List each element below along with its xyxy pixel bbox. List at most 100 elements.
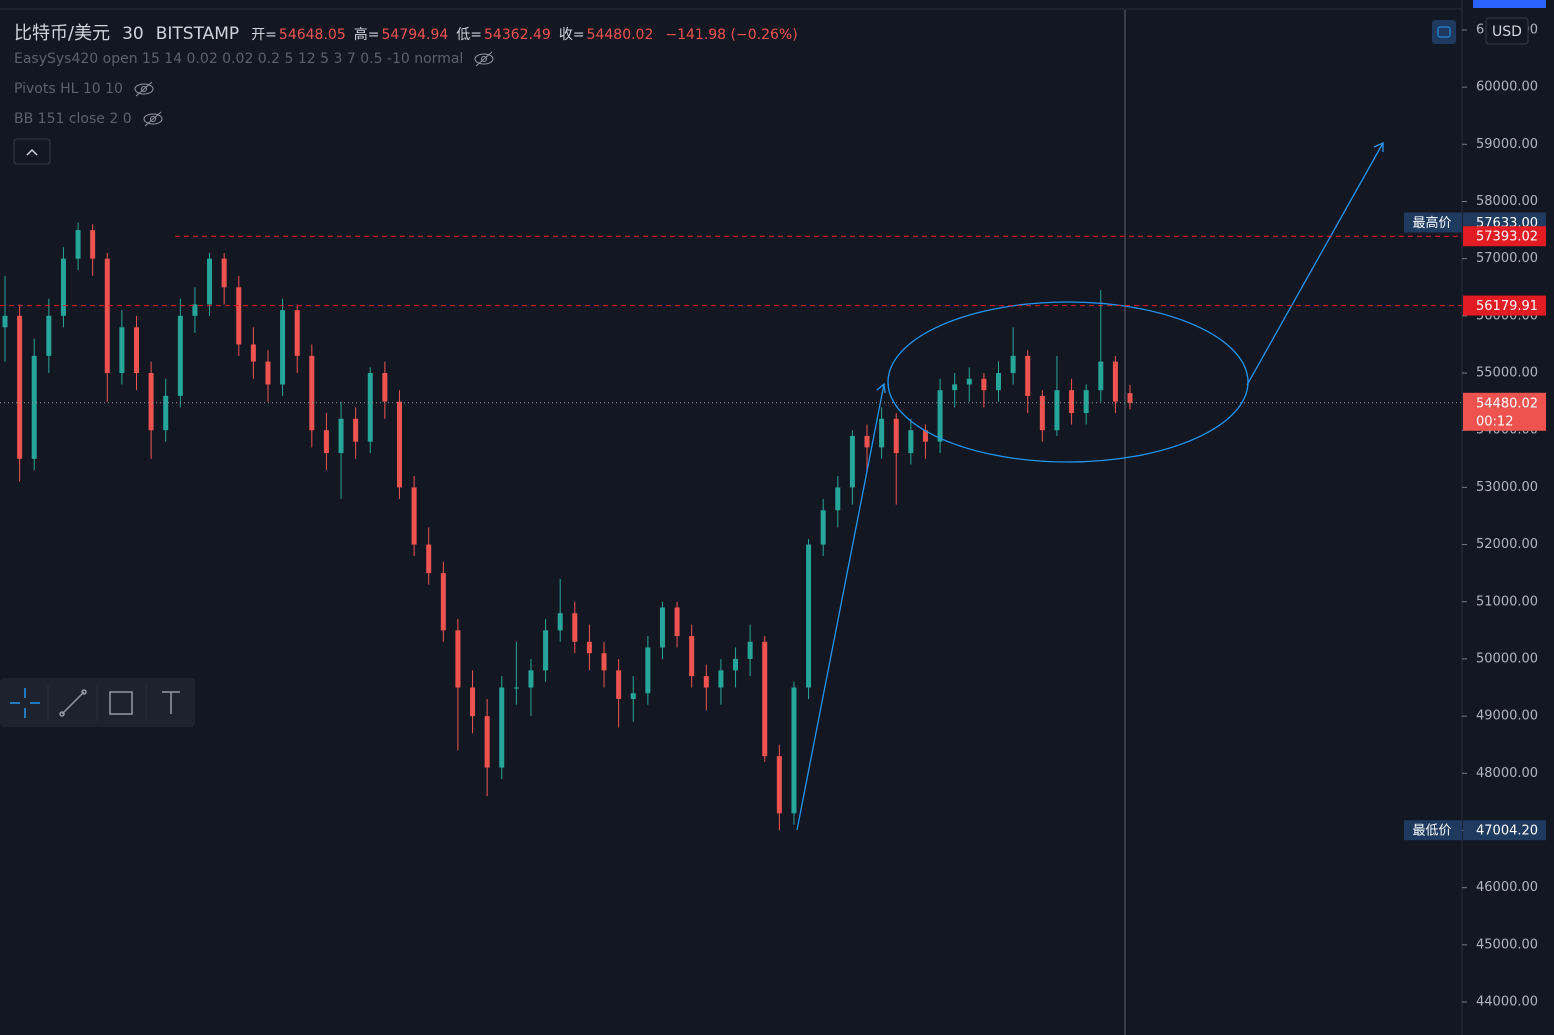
candle-body: [484, 716, 490, 768]
candle-body: [236, 287, 242, 345]
candle-body: [1039, 395, 1045, 431]
price-name: 最低价: [1412, 824, 1451, 839]
header: 比特币/美元 30 BITSTAMP 开= 54648.05 高= 54794.94 低…: [14, 19, 798, 45]
candle-body: [133, 327, 139, 374]
candle-body: [747, 641, 753, 659]
collapse-icon: [26, 148, 38, 156]
candle-body: [46, 315, 52, 356]
crosshair-tool[interactable]: [10, 688, 40, 718]
top-button[interactable]: [1473, 0, 1546, 8]
candle-body: [367, 373, 373, 442]
ohlc-value: 54648.05: [278, 27, 346, 43]
y-tick-label: 52000.00: [1476, 537, 1538, 552]
candle-body: [1083, 390, 1089, 414]
hidden-icon[interactable]: [473, 51, 495, 67]
text-tool[interactable]: [162, 691, 180, 714]
y-tick-label: 46000.00: [1476, 880, 1538, 895]
candle-body: [221, 258, 227, 288]
hidden-icon[interactable]: [133, 81, 155, 97]
exchange: BITSTAMP: [155, 24, 240, 44]
y-tick-label: 45000.00: [1476, 937, 1538, 952]
candle-body: [659, 607, 665, 648]
y-tick-label: 53000.00: [1476, 480, 1538, 495]
candle-body: [513, 687, 519, 689]
candle-body: [411, 487, 417, 545]
ohlc: 开= 54648.05 高= 54794.94 低= 54362.49 收= 54480.02: [245, 24, 653, 44]
candle-body: [835, 487, 841, 511]
rect-tool[interactable]: [109, 691, 133, 715]
line-tool[interactable]: [59, 689, 87, 717]
candle-body: [996, 373, 1002, 391]
settings-icon: [1437, 26, 1451, 38]
candle-body: [90, 230, 96, 259]
ohlc-value: 54794.94: [381, 27, 449, 43]
candle-body: [163, 395, 169, 431]
candle-body: [1098, 361, 1104, 391]
price-label-bg: [1463, 392, 1546, 431]
candle-body: [309, 355, 315, 431]
candle-body: [922, 430, 928, 442]
y-tick-label: 48000.00: [1476, 766, 1538, 781]
settings-button[interactable]: [1432, 20, 1456, 44]
candle-body: [849, 435, 855, 488]
candle-body: [908, 430, 914, 454]
currency-button[interactable]: [1485, 17, 1529, 45]
price-name-bg: [1404, 212, 1462, 233]
price-timer: 00:12: [1476, 414, 1513, 429]
candle-body: [426, 544, 432, 574]
candle-body: [937, 390, 943, 442]
candle-body: [1010, 355, 1016, 374]
collapse-button[interactable]: [13, 138, 51, 165]
candle-body: [499, 687, 505, 768]
candle-body: [952, 384, 958, 391]
candle-body: [353, 418, 359, 442]
candle-body: [762, 641, 768, 757]
candle-body: [148, 373, 154, 431]
interval: 30: [122, 24, 144, 44]
ohlc-key: 高=: [353, 27, 380, 43]
candle-body: [1069, 390, 1075, 414]
y-tick-label: 59000.00: [1476, 137, 1538, 152]
y-tick-label: 49000.00: [1476, 709, 1538, 724]
price-label: 57393.02: [1476, 230, 1538, 245]
y-tick-label: 51000.00: [1476, 594, 1538, 609]
candle-body: [791, 687, 797, 814]
candle-body: [323, 430, 329, 454]
candle-body: [601, 653, 607, 671]
change: −141.98 (−0.26%): [665, 27, 798, 43]
candle-body: [981, 378, 987, 391]
hidden-icon[interactable]: [142, 111, 164, 127]
y-tick-label: 60000.00: [1476, 80, 1538, 95]
arrow-head: [876, 382, 886, 394]
candle-body: [250, 344, 256, 362]
candle-body: [104, 258, 110, 374]
candle-body: [396, 401, 402, 488]
candle-body: [966, 378, 972, 385]
y-tick-label: 50000.00: [1476, 651, 1538, 666]
candle-body: [572, 613, 578, 642]
candle-body: [630, 693, 636, 699]
indicator: EasySys420 open 15 14 0.02 0.02 0.2 5 12…: [14, 51, 495, 67]
ohlc-key: 开=: [251, 27, 277, 43]
candle-body: [820, 510, 826, 545]
indicator: Pivots HL 10 10: [14, 81, 155, 97]
candle-body: [616, 670, 622, 699]
y-tick-label: 58000.00: [1476, 194, 1538, 209]
candle-body: [1025, 355, 1031, 396]
candle-body: [75, 230, 81, 259]
price-label: 56179.91: [1476, 299, 1538, 314]
candle-body: [806, 544, 812, 688]
ohlc-key: 收=: [558, 27, 585, 43]
price-label-bg: [1463, 226, 1546, 247]
candle-body: [674, 607, 680, 637]
y-tick-label: 55000.00: [1476, 366, 1538, 381]
ohlc-key: 低=: [456, 27, 483, 43]
price-label-bg: [1463, 820, 1546, 841]
candle-body: [1112, 361, 1118, 402]
candle-body: [645, 647, 651, 694]
y-tick-label: 44000.00: [1476, 995, 1538, 1010]
candle-body: [689, 636, 695, 677]
candle-body: [294, 310, 300, 356]
